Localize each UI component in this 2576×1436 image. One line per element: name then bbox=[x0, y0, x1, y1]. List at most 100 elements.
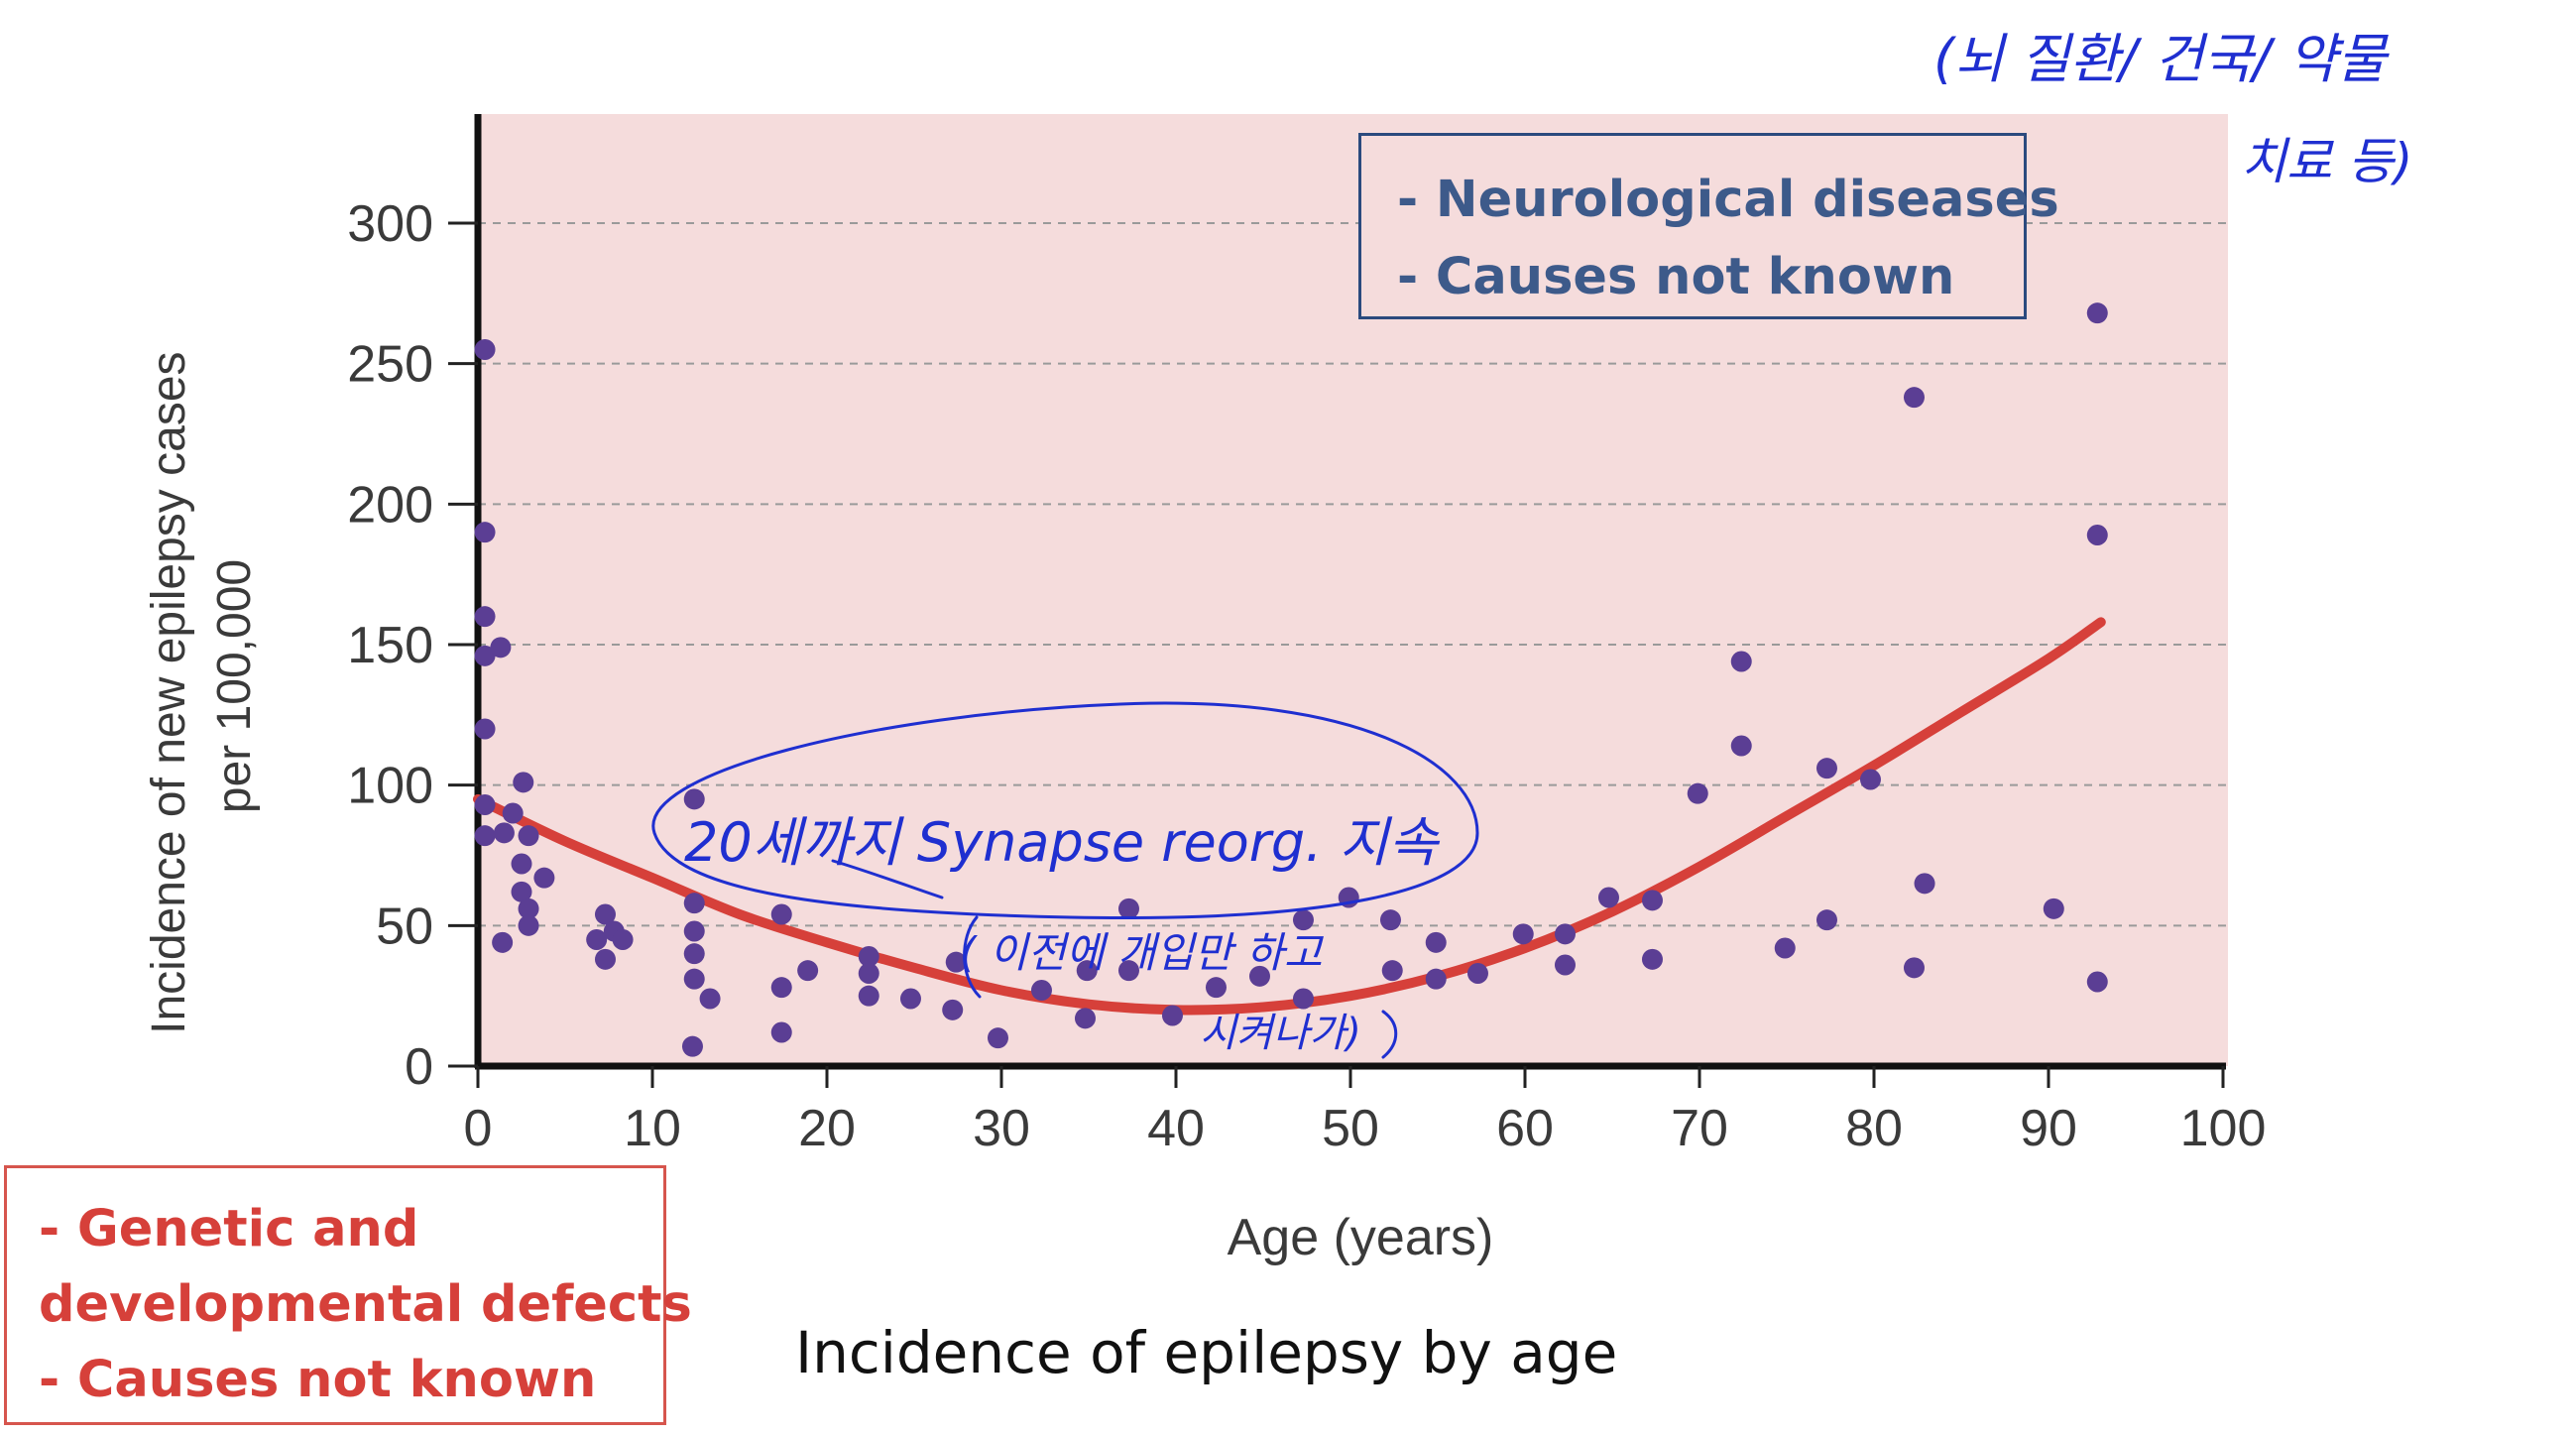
x-tick-label-100: 100 bbox=[2180, 1100, 2267, 1157]
data-point bbox=[1117, 898, 1139, 919]
data-point bbox=[858, 946, 879, 967]
handwritten-note-after: 시켜나가) bbox=[1200, 1011, 1361, 1056]
data-point bbox=[2043, 898, 2064, 919]
data-point bbox=[513, 772, 534, 793]
trend-curve-group bbox=[473, 617, 2106, 1016]
annotation-right-line-1: - Neurological diseases bbox=[1397, 171, 2059, 229]
y-axis-label-line1: Incidence of new epilepsy cases bbox=[143, 351, 195, 1033]
y-tick-label-0: 0 bbox=[405, 1038, 433, 1096]
data-point bbox=[518, 825, 539, 847]
data-point bbox=[1076, 960, 1098, 982]
data-point bbox=[1292, 988, 1314, 1010]
x-tick-label-60: 60 bbox=[1496, 1100, 1554, 1157]
x-tick-label-90: 90 bbox=[2020, 1100, 2077, 1157]
data-point bbox=[1425, 931, 1447, 953]
x-tick-label-0: 0 bbox=[464, 1100, 493, 1157]
data-point bbox=[1597, 887, 1619, 908]
data-point bbox=[945, 951, 967, 973]
data-point bbox=[2086, 525, 2108, 545]
data-point bbox=[987, 1027, 1008, 1049]
data-point bbox=[594, 903, 616, 925]
data-point bbox=[1730, 651, 1752, 672]
data-point bbox=[1117, 960, 1139, 982]
handwritten-note-before: ( 이전에 개입만 하고 bbox=[960, 928, 1325, 977]
y-tick-label-100: 100 bbox=[347, 758, 433, 815]
x-tick-label-40: 40 bbox=[1147, 1100, 1205, 1157]
data-point bbox=[942, 999, 964, 1020]
data-point bbox=[1425, 968, 1447, 990]
trend-curve bbox=[473, 617, 2106, 1016]
data-point bbox=[683, 920, 705, 942]
data-point bbox=[533, 867, 555, 889]
data-point bbox=[474, 794, 496, 815]
data-point bbox=[474, 718, 496, 740]
data-point bbox=[474, 825, 496, 847]
handwritten-close-paren bbox=[1381, 1010, 1398, 1059]
data-point bbox=[518, 898, 539, 919]
x-tick-label-80: 80 bbox=[1845, 1100, 1903, 1157]
data-point bbox=[683, 968, 705, 990]
data-point bbox=[1914, 873, 1935, 895]
data-point bbox=[1381, 960, 1403, 982]
data-point bbox=[683, 893, 705, 914]
data-point bbox=[1466, 963, 1488, 984]
figure-caption: Incidence of epilepsy by age bbox=[795, 1319, 1618, 1386]
annotation-left-line-1: - Genetic and bbox=[39, 1200, 419, 1258]
data-point bbox=[1774, 937, 1796, 959]
data-point bbox=[474, 606, 496, 628]
y-tick-label-250: 250 bbox=[347, 336, 433, 394]
handwritten-circle bbox=[651, 701, 1479, 919]
data-point bbox=[770, 903, 792, 925]
data-point bbox=[2086, 302, 2108, 324]
annotation-left-line-3: - Causes not known bbox=[39, 1351, 597, 1409]
handwritten-note-top-right-1: (뇌 질환/ 건국/ 약물 bbox=[1933, 28, 2390, 90]
data-point bbox=[899, 988, 921, 1010]
y-tick-label-300: 300 bbox=[347, 195, 433, 253]
data-point bbox=[518, 914, 539, 936]
data-point bbox=[2086, 971, 2108, 993]
x-tick-label-30: 30 bbox=[973, 1100, 1030, 1157]
y-axis-label: Incidence of new epilepsy cases per 100,… bbox=[143, 338, 261, 1034]
data-point bbox=[1815, 758, 1837, 779]
data-point bbox=[1248, 965, 1270, 987]
handwritten-bracket bbox=[963, 915, 982, 999]
data-point bbox=[797, 960, 819, 982]
x-tick-label-20: 20 bbox=[798, 1100, 856, 1157]
data-point bbox=[474, 522, 496, 543]
handwritten-note-top-right-2: 치료 등) bbox=[2241, 133, 2412, 190]
data-point bbox=[586, 929, 608, 950]
data-points bbox=[474, 302, 2108, 1057]
data-point bbox=[683, 788, 705, 810]
annotation-box-genetic: - Genetic and developmental defects - Ca… bbox=[4, 1165, 692, 1425]
data-point bbox=[474, 645, 496, 666]
data-point bbox=[1730, 735, 1752, 757]
data-point bbox=[474, 339, 496, 360]
x-tick-label-70: 70 bbox=[1671, 1100, 1728, 1157]
data-point bbox=[1074, 1008, 1096, 1029]
data-point bbox=[1903, 957, 1925, 979]
handwritten-annotations: 20세까지 Synapse reorg. 지속 ( 이전에 개입만 하고 시켜나… bbox=[651, 28, 2412, 1059]
data-point bbox=[1292, 909, 1314, 931]
data-point bbox=[770, 977, 792, 999]
y-tick-label-150: 150 bbox=[347, 617, 433, 674]
data-point bbox=[612, 929, 634, 950]
data-point bbox=[1641, 948, 1663, 970]
data-point bbox=[1512, 923, 1534, 945]
x-axis-label: Age (years) bbox=[1228, 1209, 1494, 1266]
handwritten-note-synapse: 20세까지 Synapse reorg. 지속 bbox=[684, 811, 1440, 874]
data-point bbox=[490, 637, 512, 658]
data-point bbox=[681, 1035, 703, 1057]
data-point bbox=[1161, 1005, 1183, 1026]
data-point bbox=[511, 853, 532, 875]
y-axis-label-line2: per 100,000 bbox=[208, 559, 261, 813]
data-point bbox=[858, 985, 879, 1007]
annotation-box-neurological: - Neurological diseases - Causes not kno… bbox=[1358, 133, 2059, 319]
data-point bbox=[493, 822, 515, 844]
annotation-right-line-2: - Causes not known bbox=[1397, 248, 1955, 306]
x-tick-label-50: 50 bbox=[1322, 1100, 1379, 1157]
data-point bbox=[1903, 387, 1925, 409]
data-point bbox=[683, 943, 705, 965]
ticks: 0 50 100 150 200 250 300 0 10 20 30 40 50 60 70 80 90 100 bbox=[347, 195, 2266, 1157]
data-point bbox=[1554, 954, 1576, 976]
